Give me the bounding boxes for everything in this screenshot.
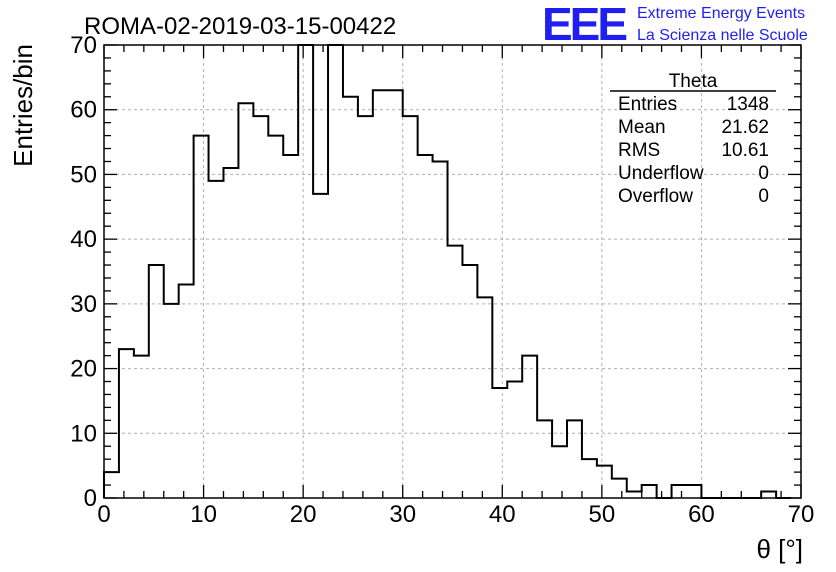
histogram-bin [492, 388, 507, 498]
stats-row-label: Underflow [618, 163, 704, 184]
histogram-bin [477, 297, 492, 498]
logo-line-2: La Scienza nelle Scuole [637, 27, 808, 44]
histogram-bars [103, 44, 792, 499]
plot-frame [103, 44, 802, 499]
x-axis-label: θ [°] [756, 534, 803, 564]
x-tick-label: 20 [290, 501, 317, 528]
histogram-bin [164, 304, 179, 498]
x-tick-label: 10 [190, 501, 217, 528]
histogram-bin [328, 45, 343, 498]
histogram-bin [253, 116, 268, 498]
histogram-bin [672, 485, 687, 498]
histogram-bin [179, 284, 194, 498]
histogram-bin [358, 116, 373, 498]
histogram-bin [582, 459, 597, 498]
stats-row-label: RMS [618, 140, 660, 161]
histogram-bin [283, 155, 298, 498]
grid-lines [104, 45, 801, 498]
histogram-bin [642, 485, 657, 498]
histogram-step-line [103, 44, 792, 499]
logo-line-1: Extreme Energy Events [637, 5, 805, 22]
x-tick-labels: 0 10 20 30 40 50 60 70 [97, 501, 814, 528]
eee-logo: EEE Extreme Energy Events La Scienza nel… [542, 0, 808, 50]
histogram-bin [298, 45, 313, 498]
y-tick-label: 0 [84, 485, 97, 512]
histogram-bin [686, 485, 701, 498]
histogram-bin [552, 446, 567, 498]
logo-mark: EEE [542, 0, 626, 50]
stats-row-value: 0 [758, 163, 769, 184]
histogram-bin [522, 356, 537, 498]
histogram-bin [448, 246, 463, 498]
histogram-bin [194, 136, 209, 498]
stats-row-label: Overflow [618, 186, 693, 207]
histogram-bin [418, 155, 433, 498]
histogram-bin [567, 420, 582, 498]
histogram-bin [597, 466, 612, 498]
histogram-bin [403, 116, 418, 498]
stats-rows: Entries 1348 Mean 21.62 RMS 10.61 Underflow 0 Ov… [618, 94, 769, 207]
y-tick-label: 40 [70, 226, 97, 253]
y-tick-label: 60 [70, 97, 97, 124]
chart-title: ROMA-02-2019-03-15-00422 [84, 13, 396, 40]
y-axis-label: Entries/bin [8, 44, 38, 167]
histogram-bin [373, 90, 388, 498]
stats-row-label: Mean [618, 117, 666, 138]
stats-row-value: 0 [758, 186, 769, 207]
histogram-bin [462, 265, 477, 498]
y-tick-label: 10 [70, 420, 97, 447]
histogram-bin [343, 97, 358, 498]
histogram-bin [119, 349, 134, 498]
y-tick-label: 70 [70, 32, 97, 59]
stats-box-title: Theta [669, 71, 718, 92]
histogram-bin [238, 103, 253, 498]
axis-ticks [103, 44, 802, 499]
histogram-bin [388, 90, 403, 498]
x-tick-label: 50 [589, 501, 616, 528]
x-tick-label: 30 [389, 501, 416, 528]
y-tick-label: 50 [70, 161, 97, 188]
stats-row-value: 1348 [727, 94, 769, 115]
histogram-bin [507, 382, 522, 498]
stats-row-value: 10.61 [721, 140, 769, 161]
x-tick-label: 70 [788, 501, 815, 528]
histogram-bin [223, 168, 238, 498]
stats-box: Theta Entries 1348 Mean 21.62 RMS 10.61 Underf… [610, 71, 776, 207]
histogram-bin [134, 356, 149, 498]
y-tick-label: 20 [70, 356, 97, 383]
histogram-bin [209, 181, 224, 498]
y-tick-label: 30 [70, 291, 97, 318]
histogram-bin [268, 136, 283, 498]
y-tick-labels: 0 10 20 30 40 50 60 70 [70, 32, 97, 512]
x-tick-label: 0 [97, 501, 110, 528]
x-tick-label: 60 [688, 501, 715, 528]
histogram-bin [433, 161, 448, 498]
stats-row-label: Entries [618, 94, 677, 115]
x-tick-label: 40 [489, 501, 516, 528]
histogram-bin [612, 479, 627, 498]
histogram-bin [149, 265, 164, 498]
histogram-bin [537, 420, 552, 498]
stats-row-value: 21.62 [721, 117, 769, 138]
